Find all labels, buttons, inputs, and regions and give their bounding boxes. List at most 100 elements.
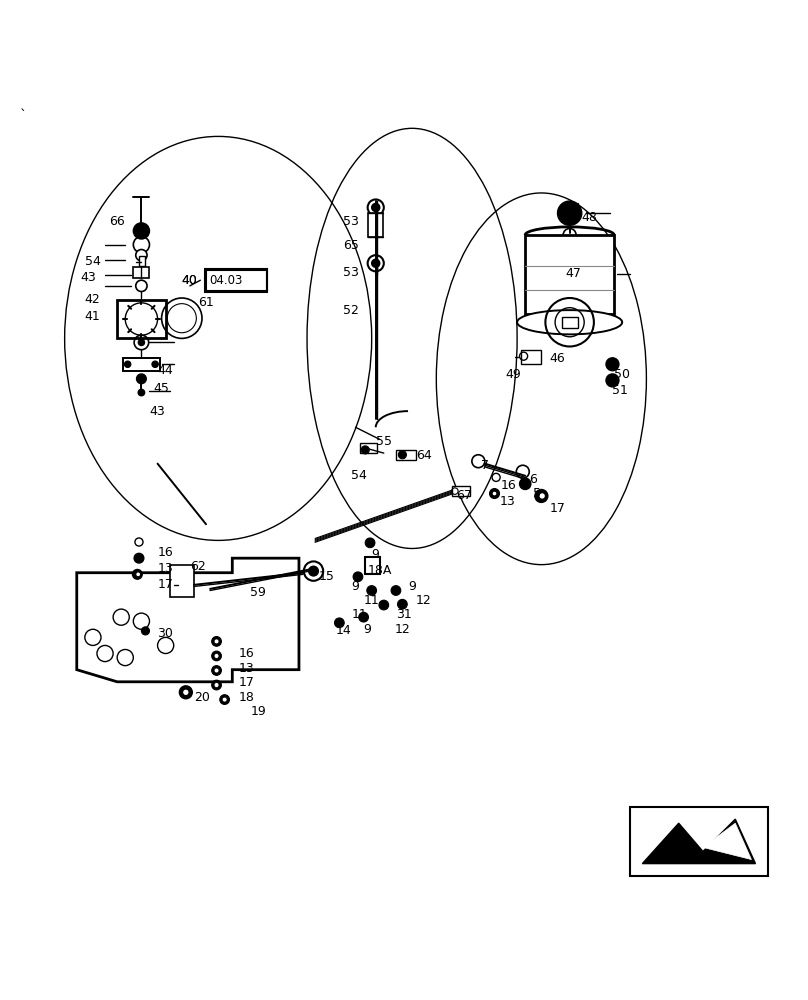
- Text: 65: 65: [343, 239, 360, 252]
- Text: 51: 51: [612, 384, 628, 397]
- Circle shape: [361, 446, 369, 454]
- Circle shape: [214, 639, 219, 644]
- Text: 9: 9: [408, 580, 416, 593]
- Bar: [133, 267, 149, 278]
- Text: 45: 45: [154, 382, 170, 395]
- Circle shape: [492, 491, 497, 496]
- Bar: [117, 300, 166, 338]
- Text: 61: 61: [198, 296, 213, 309]
- Text: 55: 55: [376, 435, 392, 448]
- Text: 16: 16: [158, 546, 173, 559]
- Circle shape: [138, 389, 145, 396]
- Text: 40: 40: [182, 274, 198, 287]
- Circle shape: [212, 680, 221, 690]
- PathPatch shape: [703, 823, 751, 860]
- Circle shape: [563, 229, 576, 241]
- Circle shape: [212, 666, 221, 675]
- Text: 17: 17: [238, 676, 255, 689]
- Text: 48: 48: [582, 211, 598, 224]
- Circle shape: [214, 668, 219, 673]
- Circle shape: [183, 689, 189, 696]
- Circle shape: [136, 572, 141, 577]
- Text: 40: 40: [182, 274, 198, 287]
- Text: 20: 20: [194, 691, 210, 704]
- Bar: [396, 450, 416, 460]
- Text: 16: 16: [238, 647, 254, 660]
- Text: 41: 41: [85, 310, 100, 323]
- Text: 67: 67: [457, 489, 473, 502]
- Text: 59: 59: [250, 586, 267, 599]
- Text: 13: 13: [238, 662, 254, 675]
- Text: 13: 13: [499, 495, 515, 508]
- Circle shape: [138, 339, 145, 346]
- Text: 54: 54: [85, 255, 101, 268]
- Circle shape: [539, 493, 545, 499]
- Circle shape: [134, 553, 144, 563]
- Text: 9: 9: [364, 623, 372, 636]
- Bar: [562, 203, 578, 211]
- Circle shape: [367, 586, 377, 595]
- Bar: [452, 486, 470, 496]
- Text: 18A: 18A: [368, 564, 392, 577]
- Circle shape: [222, 697, 227, 702]
- Text: 43: 43: [149, 405, 165, 418]
- Circle shape: [398, 599, 407, 609]
- Circle shape: [309, 566, 318, 576]
- Text: 18: 18: [238, 691, 255, 704]
- Circle shape: [212, 637, 221, 646]
- Bar: [521, 350, 541, 364]
- Text: 15: 15: [319, 570, 335, 583]
- Text: 6: 6: [529, 473, 537, 486]
- Circle shape: [558, 201, 582, 225]
- Text: 49: 49: [505, 368, 520, 381]
- Bar: [170, 565, 194, 597]
- Bar: [365, 557, 380, 574]
- Text: 17: 17: [158, 578, 174, 591]
- Bar: [562, 317, 578, 328]
- Circle shape: [214, 683, 219, 687]
- Circle shape: [124, 361, 131, 367]
- Circle shape: [212, 651, 221, 661]
- Circle shape: [214, 654, 219, 658]
- Bar: [630, 807, 768, 876]
- Text: 7: 7: [481, 459, 489, 472]
- Circle shape: [372, 259, 380, 267]
- Circle shape: [398, 451, 406, 459]
- Bar: [525, 235, 614, 314]
- Circle shape: [152, 361, 158, 367]
- Bar: [123, 358, 160, 371]
- Circle shape: [490, 489, 499, 498]
- Circle shape: [136, 280, 147, 292]
- Text: 17: 17: [549, 502, 566, 515]
- Text: 30: 30: [158, 627, 174, 640]
- Circle shape: [359, 612, 368, 622]
- Bar: [360, 443, 377, 453]
- Text: 16: 16: [501, 479, 516, 492]
- Text: 12: 12: [394, 623, 410, 636]
- Text: 11: 11: [364, 594, 379, 607]
- Circle shape: [391, 586, 401, 595]
- Text: 12: 12: [416, 594, 431, 607]
- Text: 66: 66: [109, 215, 124, 228]
- Text: 46: 46: [549, 352, 565, 365]
- Text: 52: 52: [343, 304, 360, 317]
- Text: 5: 5: [533, 487, 541, 500]
- Circle shape: [365, 538, 375, 548]
- Text: 14: 14: [335, 624, 351, 637]
- Bar: [368, 213, 383, 237]
- Text: 11: 11: [351, 608, 367, 621]
- Text: 19: 19: [250, 705, 266, 718]
- Text: 9: 9: [372, 548, 380, 561]
- Text: 53: 53: [343, 266, 360, 279]
- Circle shape: [141, 627, 149, 635]
- Text: 62: 62: [190, 560, 205, 573]
- Circle shape: [136, 250, 147, 261]
- Text: 44: 44: [158, 364, 173, 377]
- Circle shape: [133, 223, 149, 239]
- Circle shape: [520, 478, 531, 489]
- Ellipse shape: [517, 310, 622, 334]
- Circle shape: [179, 686, 192, 699]
- Text: 13: 13: [158, 562, 173, 575]
- Bar: [139, 256, 145, 266]
- Text: 64: 64: [416, 449, 431, 462]
